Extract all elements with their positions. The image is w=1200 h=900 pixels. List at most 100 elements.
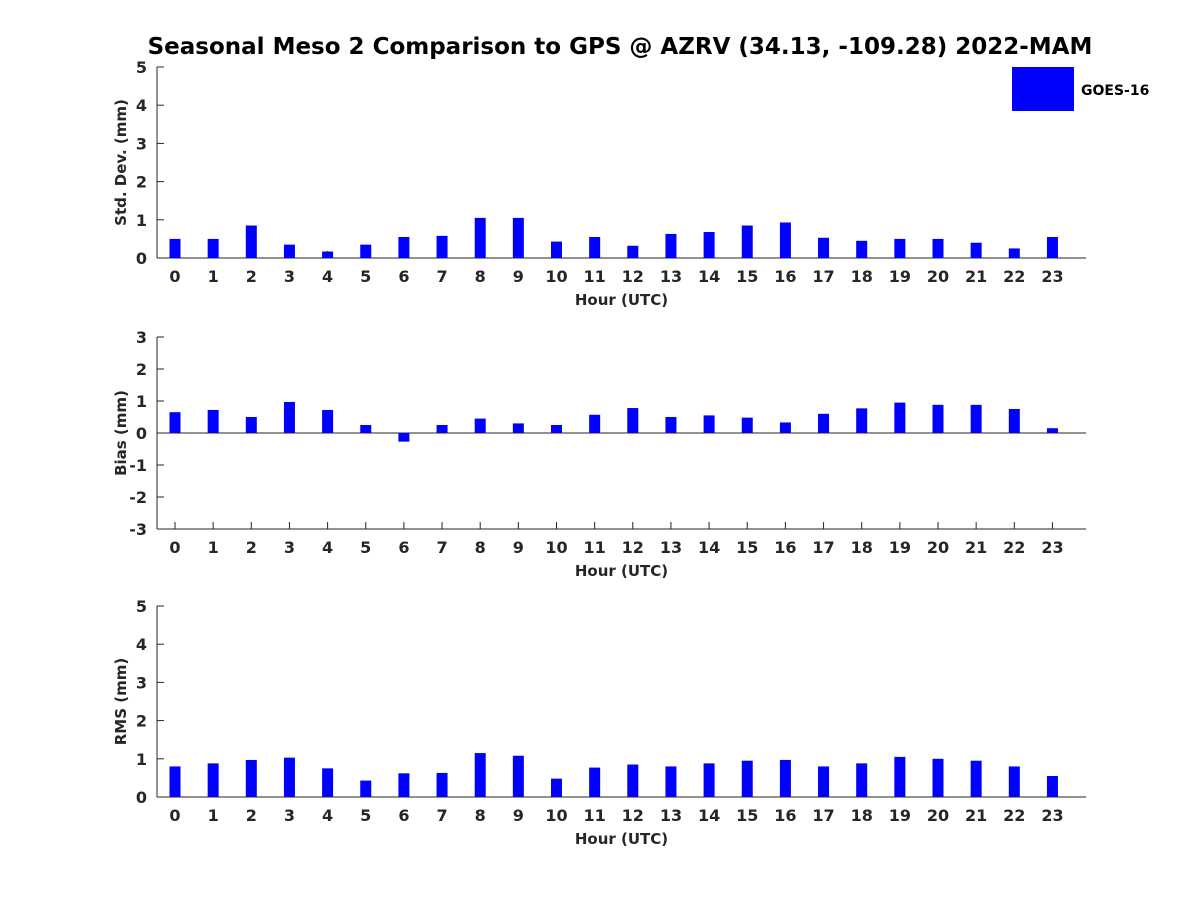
bias-xtick-label: 2 — [246, 538, 257, 557]
rms-xtick-label: 17 — [812, 806, 834, 825]
rms-ytick-label: 1 — [136, 750, 147, 769]
bias-ytick-label: 1 — [136, 392, 147, 411]
rms-xtick-label: 0 — [169, 806, 180, 825]
std-dev-xtick-label: 18 — [851, 267, 873, 286]
std-dev-xtick-label: 13 — [660, 267, 682, 286]
std-dev-bar-hour-11 — [589, 236, 601, 258]
rms-bar-hour-3 — [283, 757, 295, 797]
rms-xtick-label: 8 — [475, 806, 486, 825]
rms-bar-hour-21 — [970, 760, 982, 797]
rms-bar-hour-4 — [322, 768, 334, 797]
bias-xtick-label: 5 — [360, 538, 371, 557]
std-dev-bar-hour-18 — [856, 240, 868, 258]
bias-y-axis-label: Bias (mm) — [112, 390, 130, 476]
bias-bar-hour-22 — [1008, 409, 1020, 433]
bias-xtick-label: 15 — [736, 538, 758, 557]
std-dev-bar-hour-1 — [207, 238, 219, 258]
bias-bar-hour-7 — [436, 425, 448, 433]
std-dev-bar-hour-2 — [245, 225, 257, 258]
std-dev-xtick-label: 11 — [584, 267, 606, 286]
rms-bar-hour-11 — [589, 767, 601, 797]
rms-xtick-label: 13 — [660, 806, 682, 825]
std-dev-bar-hour-10 — [551, 241, 562, 258]
rms-xtick-label: 19 — [889, 806, 911, 825]
std-dev-xtick-label: 16 — [774, 267, 796, 286]
std-dev-bar-hour-5 — [360, 244, 372, 258]
rms-bar-hour-23 — [1046, 775, 1058, 797]
rms-xtick-label: 7 — [436, 806, 447, 825]
rms-bar-hour-9 — [512, 755, 524, 797]
bias-ytick-label: 3 — [136, 328, 147, 347]
bias-xtick-label: 19 — [889, 538, 911, 557]
bias-ytick-label: -3 — [129, 520, 147, 539]
rms-xtick-label: 9 — [513, 806, 524, 825]
bias-xtick-label: 1 — [208, 538, 219, 557]
std-dev-ytick-label: 1 — [136, 211, 147, 230]
std-dev-bar-hour-6 — [398, 236, 410, 258]
rms-bar-hour-19 — [894, 756, 906, 797]
bias-bar-hour-19 — [894, 402, 906, 433]
std-dev-xtick-label: 2 — [246, 267, 257, 286]
std-dev-xtick-label: 4 — [322, 267, 333, 286]
bias-bar-hour-5 — [360, 425, 372, 433]
std-dev-bar-hour-8 — [474, 217, 486, 258]
std-dev-xtick-label: 14 — [698, 267, 720, 286]
std-dev-x-axis-label: Hour (UTC) — [575, 291, 668, 309]
std-dev-bar-hour-19 — [894, 238, 906, 258]
rms-xtick-label: 2 — [246, 806, 257, 825]
bias-bar-hour-1 — [207, 409, 219, 433]
bias-bar-hour-20 — [932, 404, 944, 433]
std-dev-xtick-label: 22 — [1003, 267, 1025, 286]
bias-xtick-label: 16 — [774, 538, 796, 557]
rms-bar-hour-14 — [703, 763, 715, 797]
std-dev-ytick-label: 4 — [136, 96, 147, 115]
std-dev-bar-hour-21 — [970, 242, 982, 258]
bias-ytick-label: -2 — [129, 488, 147, 507]
rms-x-axis-label: Hour (UTC) — [575, 830, 668, 848]
bias-xtick-label: 13 — [660, 538, 682, 557]
bias-xtick-label: 14 — [698, 538, 720, 557]
bias-x-axis-label: Hour (UTC) — [575, 562, 668, 580]
bias-bar-hour-2 — [245, 417, 257, 433]
std-dev-bar-hour-20 — [932, 238, 944, 258]
std-dev-y-axis-label: Std. Dev. (mm) — [112, 99, 130, 226]
std-dev-xtick-label: 1 — [208, 267, 219, 286]
bias-xtick-label: 8 — [475, 538, 486, 557]
bias-bar-hour-0 — [169, 412, 181, 433]
std-dev-xtick-label: 0 — [169, 267, 180, 286]
legend-swatch-goes-16 — [1012, 67, 1074, 111]
bias-bar-hour-17 — [818, 413, 830, 433]
rms-ytick-label: 3 — [136, 673, 147, 692]
rms-bar-hour-5 — [360, 780, 372, 797]
std-dev-xtick-label: 6 — [398, 267, 409, 286]
rms-xtick-label: 6 — [398, 806, 409, 825]
bias-xtick-label: 20 — [927, 538, 949, 557]
legend: GOES-16 — [1012, 67, 1149, 111]
bias-xtick-label: 9 — [513, 538, 524, 557]
bias-bar-hour-18 — [856, 408, 868, 433]
rms-xtick-label: 22 — [1003, 806, 1025, 825]
rms-ytick-label: 5 — [136, 597, 147, 616]
std-dev-xtick-label: 8 — [475, 267, 486, 286]
rms-ytick-label: 4 — [136, 635, 147, 654]
bias-xtick-label: 17 — [812, 538, 834, 557]
rms-bar-hour-8 — [474, 753, 486, 797]
std-dev-ytick-label: 0 — [136, 249, 147, 268]
rms-bar-hour-16 — [779, 759, 791, 797]
std-dev-xtick-label: 12 — [622, 267, 644, 286]
std-dev-bar-hour-12 — [627, 245, 639, 258]
rms-xtick-label: 4 — [322, 806, 333, 825]
bias-bar-hour-12 — [627, 408, 639, 433]
rms-bar-hour-12 — [627, 764, 639, 797]
rms-xtick-label: 1 — [208, 806, 219, 825]
bias-xtick-label: 10 — [545, 538, 567, 557]
std-dev-ytick-label: 2 — [136, 173, 147, 192]
bias-xtick-label: 0 — [169, 538, 180, 557]
std-dev-xtick-label: 5 — [360, 267, 371, 286]
std-dev-bar-hour-17 — [818, 237, 830, 258]
bias-xtick-label: 22 — [1003, 538, 1025, 557]
rms-xtick-label: 3 — [284, 806, 295, 825]
rms-xtick-label: 15 — [736, 806, 758, 825]
